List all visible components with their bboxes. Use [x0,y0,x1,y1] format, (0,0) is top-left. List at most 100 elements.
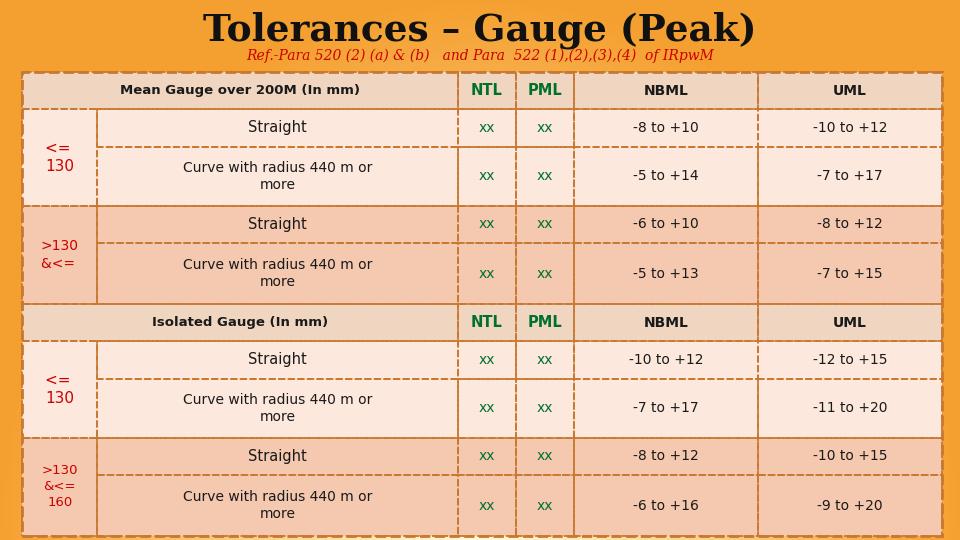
Bar [98,146,458,206]
Text: xx: xx [479,449,495,463]
Bar [758,243,942,304]
Text: -10 to +12: -10 to +12 [813,121,887,135]
Bar [758,379,942,438]
Bar [516,304,574,341]
Text: Curve with radius 440 m or
more: Curve with radius 440 m or more [183,490,372,521]
Text: xx: xx [479,218,495,232]
Bar [458,475,516,536]
Bar [458,438,516,475]
Bar [574,109,758,146]
Bar [758,438,942,475]
Bar [98,109,458,146]
Bar [574,206,758,243]
Text: Isolated Gauge (In mm): Isolated Gauge (In mm) [152,316,328,329]
Bar [458,72,516,109]
Bar [758,304,942,341]
Bar [22,72,942,536]
Bar [98,475,458,536]
Bar [758,146,942,206]
Text: xx: xx [479,267,495,281]
Text: NBML: NBML [643,84,688,98]
Text: Ref.-Para 520 (2) (a) & (b)   and Para  522 (1),(2),(3),(4)  of IRpwM: Ref.-Para 520 (2) (a) & (b) and Para 522… [246,49,714,63]
Bar [98,379,458,438]
Bar [98,146,458,206]
Bar [758,341,942,379]
Text: xx: xx [537,121,553,135]
Bar [98,206,458,243]
Bar [458,475,516,536]
Text: xx: xx [537,449,553,463]
Bar [516,72,574,109]
Bar [98,438,458,475]
Bar [574,72,758,109]
Bar [98,206,458,243]
Text: -8 to +12: -8 to +12 [817,218,883,232]
Text: xx: xx [537,169,553,183]
Bar [458,206,516,243]
Bar [516,475,574,536]
Bar [98,109,458,146]
Bar [758,109,942,146]
Bar [516,243,574,304]
Text: PML: PML [528,315,563,330]
Bar [758,341,942,379]
Bar [22,304,458,341]
Bar [574,438,758,475]
Text: xx: xx [537,267,553,281]
Bar [458,438,516,475]
Bar [98,243,458,304]
Bar [458,109,516,146]
Bar [758,438,942,475]
Bar [574,146,758,206]
Bar [574,304,758,341]
Bar [98,475,458,536]
Bar [574,243,758,304]
Bar [574,379,758,438]
Text: Straight: Straight [249,353,307,367]
Bar [516,475,574,536]
Text: <= 
130: <= 130 [44,141,75,174]
Text: Straight: Straight [249,449,307,464]
Bar [516,109,574,146]
Bar [574,72,758,109]
Bar [22,341,98,438]
Text: NBML: NBML [643,316,688,329]
Text: -11 to +20: -11 to +20 [813,401,887,415]
Text: Straight: Straight [249,217,307,232]
Bar [22,438,98,536]
Bar [458,243,516,304]
Bar [516,72,574,109]
Bar [574,206,758,243]
Bar [516,146,574,206]
Bar [516,109,574,146]
Bar [458,341,516,379]
Bar [574,379,758,438]
Bar [22,206,98,304]
Text: -5 to +14: -5 to +14 [634,169,699,183]
Bar [758,72,942,109]
Bar [758,475,942,536]
Text: UML: UML [833,84,867,98]
Bar [98,243,458,304]
Bar [758,243,942,304]
Bar [758,304,942,341]
Bar [516,206,574,243]
Bar [574,341,758,379]
Text: -7 to +17: -7 to +17 [634,401,699,415]
Bar [758,206,942,243]
Text: NTL: NTL [471,315,503,330]
Bar [516,379,574,438]
Bar [22,206,98,304]
Bar [516,146,574,206]
Bar [574,341,758,379]
Bar [758,475,942,536]
Bar [516,341,574,379]
Text: NTL: NTL [471,83,503,98]
Bar [22,72,458,109]
Bar [458,146,516,206]
Text: -6 to +10: -6 to +10 [634,218,699,232]
Bar [574,438,758,475]
Text: -8 to +10: -8 to +10 [634,121,699,135]
Bar [458,72,516,109]
Bar [574,109,758,146]
